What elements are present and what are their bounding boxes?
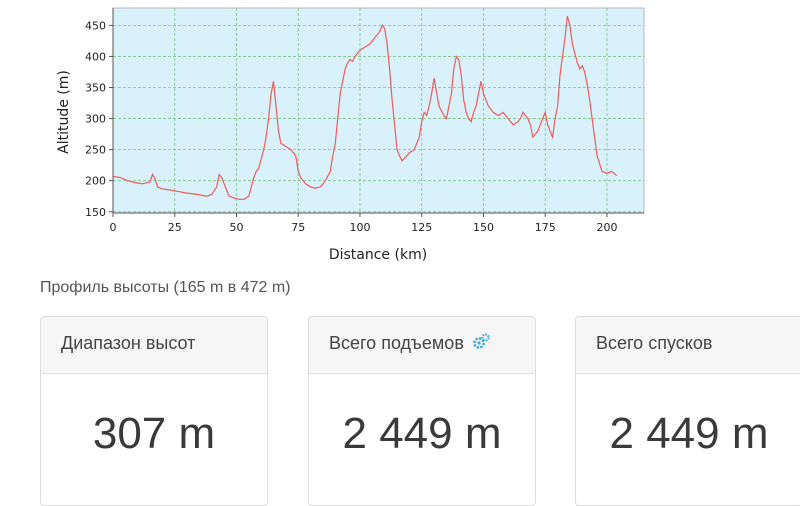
total-ascent-card: Всего подъемов 2 449 m bbox=[308, 316, 536, 506]
elevation-range-value: 307 m bbox=[92, 409, 216, 458]
x-tick-label: 150 bbox=[473, 221, 494, 234]
y-axis-label: Altitude (m) bbox=[56, 70, 72, 154]
x-axis-label: Distance (km) bbox=[329, 247, 427, 263]
x-tick-label: 0 bbox=[110, 221, 117, 234]
x-tick-label: 200 bbox=[596, 221, 617, 234]
y-tick-label: 150 bbox=[85, 206, 106, 219]
x-tick-label: 175 bbox=[535, 221, 556, 234]
total-ascent-label: Всего подъемов bbox=[329, 333, 464, 353]
y-tick-label: 450 bbox=[85, 19, 106, 32]
elevation-chart: 0 25 50 75 100 125 150 175 200 150 200 250 300 350 400… bbox=[56, 7, 645, 263]
y-tick-label: 400 bbox=[85, 50, 106, 63]
altitude-line bbox=[112, 15, 618, 200]
elevation-profile-caption: Профиль высоты (165 m в 472 m) bbox=[40, 279, 291, 296]
total-descent-value: 2 449 m bbox=[609, 409, 769, 458]
plot-area bbox=[112, 7, 645, 214]
total-ascent-value: 2 449 m bbox=[342, 409, 502, 458]
x-tick-label: 75 bbox=[291, 221, 305, 234]
x-tick-label: 50 bbox=[229, 221, 243, 234]
total-descent-card: Всего спусков 2 449 m bbox=[575, 316, 800, 506]
y-tick-label: 250 bbox=[85, 144, 106, 157]
gear-icon[interactable] bbox=[472, 333, 490, 351]
elevation-range-label: Диапазон высот bbox=[61, 333, 196, 353]
total-descent-label: Всего спусков bbox=[596, 333, 713, 353]
card-header: Всего подъемов bbox=[309, 317, 535, 374]
y-tick-label: 300 bbox=[85, 113, 106, 126]
y-tick-label: 350 bbox=[85, 82, 106, 95]
x-tick-label: 125 bbox=[411, 221, 432, 234]
axes: 0 25 50 75 100 125 150 175 200 150 200 250 300 350 400… bbox=[85, 8, 644, 234]
y-tick-label: 200 bbox=[85, 175, 106, 188]
x-tick-label: 25 bbox=[168, 221, 182, 234]
card-header: Всего спусков bbox=[576, 317, 800, 374]
x-tick-label: 100 bbox=[349, 221, 370, 234]
card-header: Диапазон высот bbox=[41, 317, 267, 374]
elevation-range-card: Диапазон высот 307 m bbox=[40, 316, 268, 506]
